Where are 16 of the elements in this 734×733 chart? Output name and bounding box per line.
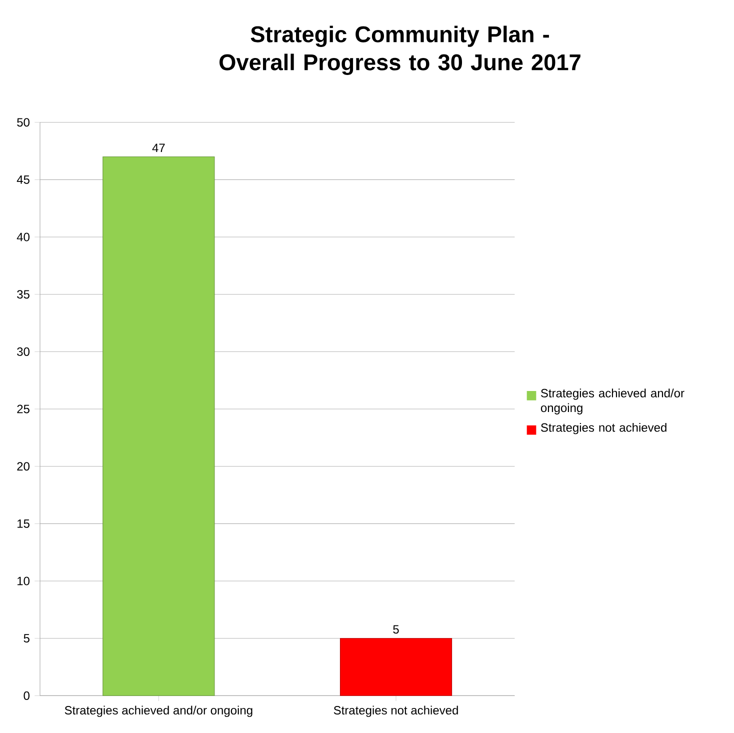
data-label: 47	[152, 144, 165, 152]
y-tick-label: 50	[17, 118, 30, 127]
y-tick-label: 0	[24, 691, 30, 700]
y-tick-label: 45	[16, 175, 30, 184]
y-tick-label: 30	[17, 347, 30, 356]
data-label: 5	[393, 625, 399, 634]
y-tick-label: 5	[24, 634, 30, 643]
y-tick-label: 25	[17, 404, 30, 414]
legend-label: Strategies not achieved	[540, 422, 666, 434]
legend-label: Strategies achieved and/or ongoing	[540, 388, 684, 414]
y-tick-label: 40	[16, 232, 30, 242]
y-tick-label: 15	[18, 519, 30, 528]
chart-title: Strategic Community Plan - Overall Progress to 30 June 2017	[220, 26, 580, 75]
y-tick-label: 10	[18, 576, 30, 586]
y-tick-label: 20	[17, 462, 30, 471]
y-tick-label: 35	[17, 290, 30, 299]
